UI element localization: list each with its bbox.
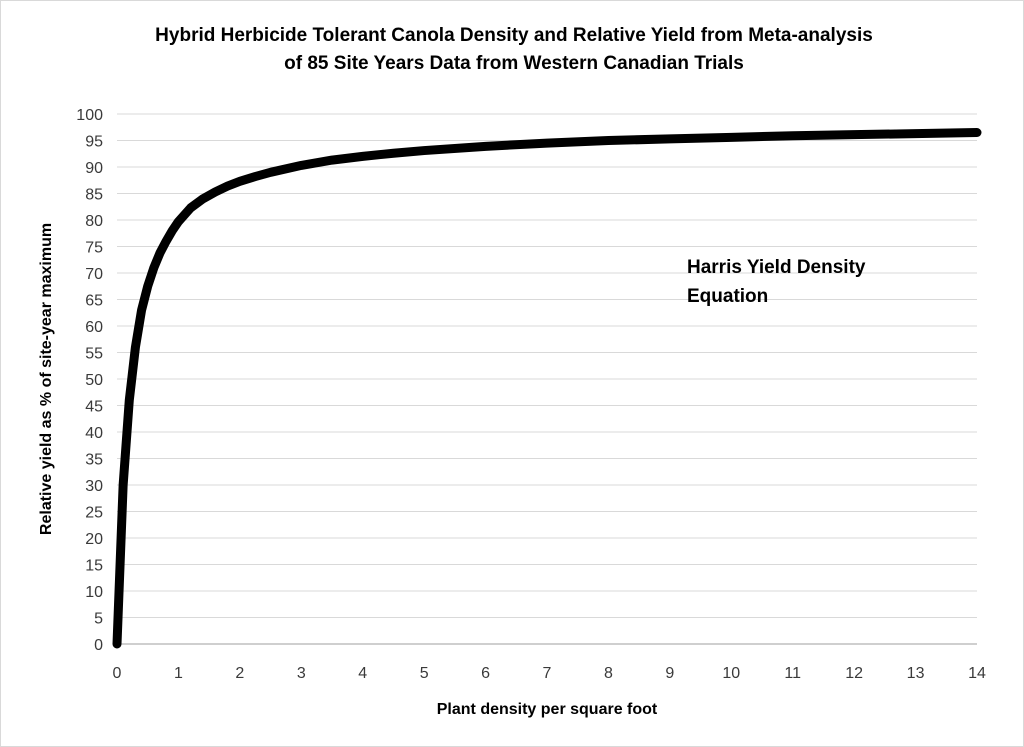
y-tick-label: 90 (85, 160, 103, 177)
x-tick-label: 2 (235, 665, 244, 682)
y-tick-label: 30 (85, 478, 103, 495)
y-tick-label: 60 (85, 319, 103, 336)
y-tick-label: 40 (85, 425, 103, 442)
x-tick-label: 5 (420, 665, 429, 682)
x-tick-label: 0 (113, 665, 122, 682)
y-tick-label: 75 (85, 240, 103, 257)
y-tick-label: 5 (94, 611, 103, 628)
y-tick-label: 55 (85, 346, 103, 363)
x-tick-label: 9 (665, 665, 674, 682)
y-tick-labels: 0 5 10 15 20 25 30 35 40 45 50 55 60 65 70 75 80 85 90 95 10… (76, 107, 103, 654)
x-axis-title: Plant density per square foot (437, 701, 658, 718)
y-tick-label: 100 (76, 107, 103, 124)
annotation-line-1: Harris Yield Density (687, 257, 866, 278)
x-tick-label: 4 (358, 665, 367, 682)
y-tick-label: 85 (85, 187, 103, 204)
x-tick-label: 8 (604, 665, 613, 682)
y-tick-label: 0 (94, 637, 103, 654)
annotation-line-2: Equation (687, 286, 768, 307)
y-tick-label: 35 (85, 452, 103, 469)
x-tick-label: 7 (543, 665, 552, 682)
x-tick-label: 14 (968, 665, 986, 682)
chart-title-line-2: of 85 Site Years Data from Western Canad… (284, 53, 744, 74)
y-tick-label: 65 (85, 293, 103, 310)
x-tick-label: 10 (722, 665, 740, 682)
y-tick-label: 15 (85, 558, 103, 575)
x-tick-label: 13 (907, 665, 925, 682)
x-tick-label: 1 (174, 665, 183, 682)
x-tick-label: 3 (297, 665, 306, 682)
x-tick-label: 11 (784, 665, 801, 682)
yield-curve-line (112, 128, 982, 649)
y-tick-label: 50 (85, 372, 103, 389)
y-tick-label: 25 (85, 505, 103, 522)
y-tick-label: 45 (85, 399, 103, 416)
y-tick-label: 95 (85, 134, 103, 151)
chart-title-line-1: Hybrid Herbicide Tolerant Canola Density… (155, 25, 873, 46)
y-axis-title: Relative yield as % of site-year maximum (38, 223, 55, 535)
x-tick-label: 12 (845, 665, 863, 682)
y-tick-label: 80 (85, 213, 103, 230)
grid-lines (117, 113, 977, 618)
y-tick-label: 10 (85, 584, 103, 601)
y-tick-label: 70 (85, 266, 103, 283)
y-tick-label: 20 (85, 531, 103, 548)
x-tick-label: 6 (481, 665, 490, 682)
x-tick-labels: 0 1 2 3 4 5 6 7 8 9 10 11 12 13 14 (113, 665, 986, 682)
